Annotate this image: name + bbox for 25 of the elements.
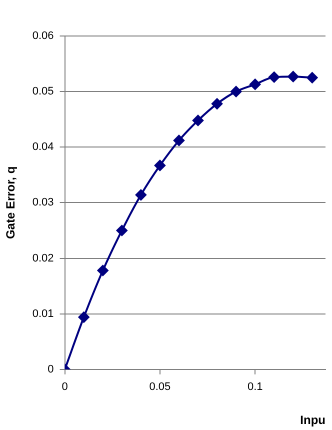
point xyxy=(97,264,108,276)
point xyxy=(154,160,166,171)
x-axis-title: Inpu xyxy=(300,413,326,428)
x-tick-label: 0.1 xyxy=(247,381,263,394)
point xyxy=(212,98,223,110)
y-tick-label: 0.05 xyxy=(32,86,54,98)
y-tick-label: 0.01 xyxy=(32,308,54,320)
point xyxy=(78,312,90,323)
point xyxy=(173,134,184,146)
x-tick-label: 0.05 xyxy=(149,381,171,394)
x-tick-label: 0 xyxy=(62,381,68,394)
point xyxy=(250,78,261,90)
point xyxy=(135,189,146,200)
y-axis-title: Gate Error, q xyxy=(4,166,18,240)
point xyxy=(192,114,204,126)
y-tick-label: 0 xyxy=(48,363,54,376)
point xyxy=(288,71,299,82)
point xyxy=(268,72,280,83)
y-tick-label: 0.04 xyxy=(32,141,54,154)
y-tick-label: 0.03 xyxy=(32,196,54,209)
point xyxy=(306,72,318,84)
y-tick-label: 0.06 xyxy=(32,30,54,42)
y-tick-label: 0.02 xyxy=(32,252,54,264)
point xyxy=(230,86,242,98)
point xyxy=(116,224,128,236)
